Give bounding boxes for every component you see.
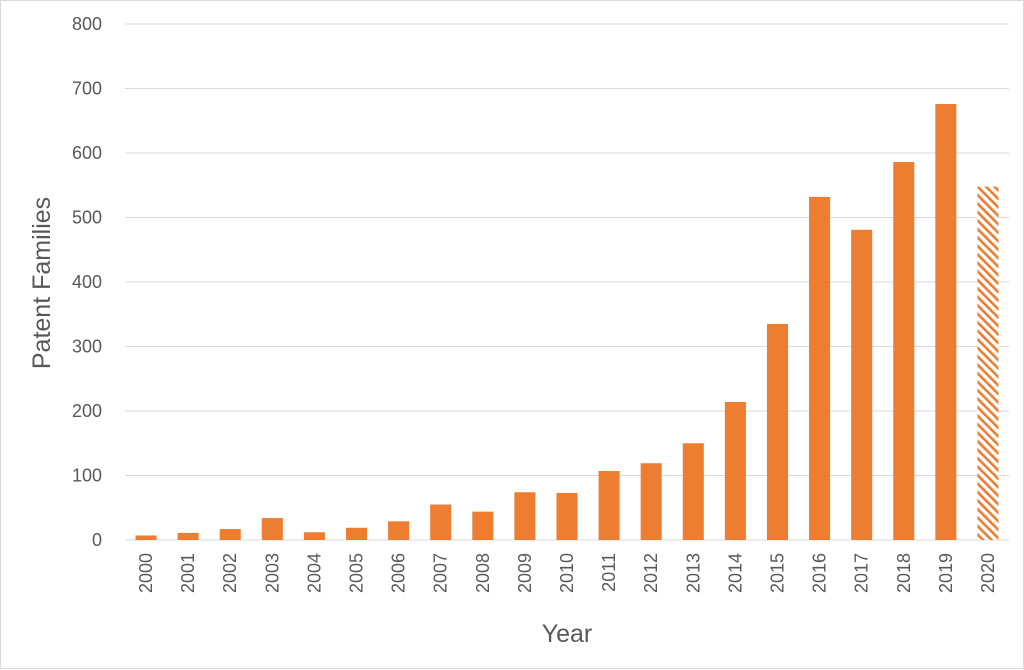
bar-2005: [346, 527, 368, 540]
x-tick-label: 2020: [978, 553, 998, 593]
y-tick-label: 600: [72, 143, 102, 163]
y-tick-label: 700: [72, 79, 102, 99]
bar-2007: [430, 504, 452, 540]
bar-2009: [514, 492, 536, 540]
x-tick-label: 2015: [767, 553, 787, 593]
x-tick-label: 2019: [936, 553, 956, 593]
bar-2019: [935, 103, 957, 540]
bar-2008: [472, 511, 494, 540]
bar-2016: [809, 196, 831, 541]
y-axis-ticks: 0 100 200 300 400 500 600 700 800: [72, 14, 102, 550]
y-tick-label: 400: [72, 272, 102, 292]
x-tick-label: 2014: [725, 553, 745, 593]
x-tick-label: 2000: [136, 553, 156, 593]
bar-2000: [135, 535, 157, 540]
x-tick-label: 2010: [557, 553, 577, 593]
x-tick-label: 2008: [473, 553, 493, 593]
bar-2010: [556, 492, 578, 540]
bar-2020: [977, 186, 999, 541]
x-axis-title: Year: [542, 620, 593, 648]
bar-2015: [766, 323, 788, 540]
x-tick-label: 2005: [347, 553, 367, 593]
x-tick-label: 2011: [599, 553, 619, 592]
bar-2011: [598, 470, 620, 540]
y-tick-label: 800: [72, 14, 102, 34]
x-tick-label: 2001: [178, 553, 198, 593]
bar-2014: [724, 401, 746, 540]
y-tick-label: 500: [72, 208, 102, 228]
x-tick-label: 2017: [852, 553, 872, 593]
x-tick-label: 2013: [683, 553, 703, 593]
x-tick-label: 2003: [262, 553, 282, 593]
x-tick-label: 2007: [431, 553, 451, 593]
bar-2018: [893, 162, 915, 540]
bar-2017: [851, 229, 873, 540]
x-axis-ticks: 2000 2001 2002 2003 2004 2005 2006 2007 2008 2009…: [136, 553, 998, 593]
y-tick-label: 100: [72, 466, 102, 486]
y-tick-label: 300: [72, 337, 102, 357]
y-axis-title: Patent Families: [28, 197, 56, 369]
bars: [135, 103, 999, 541]
bar-2002: [219, 529, 241, 540]
bar-2004: [303, 532, 325, 540]
x-tick-label: 2002: [220, 553, 240, 593]
x-tick-label: 2004: [304, 553, 324, 593]
bar-2006: [388, 521, 410, 540]
x-tick-label: 2018: [894, 553, 914, 593]
x-tick-label: 2012: [641, 553, 661, 593]
bar-2003: [261, 518, 283, 540]
y-tick-label: 200: [72, 401, 102, 421]
bar-2001: [177, 532, 199, 540]
y-tick-label: 0: [92, 530, 102, 550]
bar-2013: [682, 443, 704, 540]
x-tick-label: 2009: [515, 553, 535, 593]
bar-2012: [640, 463, 662, 540]
x-tick-label: 2016: [810, 553, 830, 593]
gridlines: [125, 23, 1009, 541]
x-tick-label: 2006: [389, 553, 409, 593]
